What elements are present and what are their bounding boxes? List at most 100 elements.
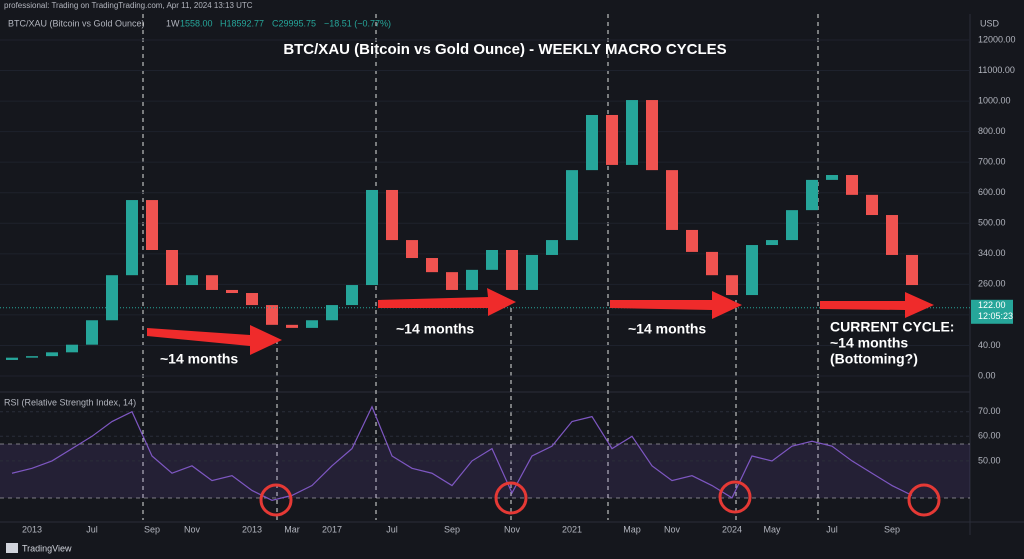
candle — [746, 245, 758, 296]
candle — [426, 258, 438, 273]
x-tick-label: Nov — [664, 524, 681, 534]
y-tick-label: 11000.00 — [978, 65, 1015, 75]
x-tick-label: Map — [623, 524, 641, 534]
candle — [346, 285, 358, 306]
candle — [66, 344, 78, 353]
candle — [406, 240, 418, 259]
chart-title: BTC/XAU (Bitcoin vs Gold Ounce) - WEEKLY… — [283, 41, 726, 58]
x-tick-label: Jul — [386, 524, 398, 534]
rsi-tick-label: 50.00 — [978, 455, 1001, 465]
candle — [706, 251, 718, 276]
y-tick-label: 700.00 — [978, 157, 1006, 167]
x-tick-label: 2021 — [562, 524, 582, 534]
x-tick-label: 2013 — [242, 524, 262, 534]
candle — [586, 114, 598, 171]
x-tick-label: Sep — [144, 524, 160, 534]
y-tick-label: 40.00 — [978, 340, 1001, 350]
candle — [626, 100, 638, 165]
y-tick-label: 260.00 — [978, 279, 1006, 289]
y-tick-label: 12000.00 — [978, 34, 1016, 44]
x-tick-label: Nov — [504, 524, 521, 534]
rsi-tick-label: 70.00 — [978, 406, 1001, 416]
candle — [246, 293, 258, 306]
candle — [26, 356, 38, 358]
candle — [786, 210, 798, 241]
price-tag: 122.00 — [978, 300, 1006, 310]
candle — [766, 240, 778, 246]
circle — [494, 481, 528, 515]
arrow — [378, 288, 516, 316]
candle — [646, 100, 658, 171]
candle — [446, 272, 458, 290]
arrow — [820, 292, 934, 318]
brand: TradingView — [22, 543, 72, 553]
circle — [259, 483, 293, 517]
x-tick-label: 2024 — [722, 524, 742, 534]
countdown: 12:05:23 — [978, 311, 1013, 321]
candle — [806, 179, 818, 211]
rsi-title: RSI (Relative Strength Index, 14) — [4, 397, 136, 407]
candle — [846, 175, 858, 195]
x-tick-label: 2017 — [322, 524, 342, 534]
candle — [86, 320, 98, 345]
y-tick-label: 800.00 — [978, 126, 1006, 136]
annotation: ~14 months — [396, 321, 474, 337]
marks: 0.0040.0080.00260.00340.00500.00600.0070… — [0, 34, 1016, 534]
candle — [126, 200, 138, 276]
candle — [366, 189, 378, 286]
candle — [866, 194, 878, 216]
candle — [826, 175, 838, 180]
x-tick-label: Sep — [444, 524, 460, 534]
candle — [266, 305, 278, 325]
arrow — [610, 291, 742, 319]
candle — [306, 320, 318, 328]
candle — [286, 324, 298, 328]
cycle-lines — [142, 14, 819, 520]
x-tick-label: Nov — [184, 524, 201, 534]
legend: BTC/XAU (Bitcoin vs Gold Ounce) 1W 1558.… — [8, 18, 391, 28]
x-tick-label: Jul — [86, 524, 98, 534]
rsi-line — [11, 405, 913, 501]
candle — [606, 114, 618, 165]
annotation: ~14 months — [160, 351, 238, 367]
circle — [907, 483, 941, 517]
arrows — [147, 288, 934, 355]
candle — [686, 229, 698, 252]
candle — [566, 170, 578, 241]
candle — [486, 250, 498, 270]
candle — [46, 352, 58, 357]
candle — [526, 254, 538, 290]
legend-value: H18592.77 — [220, 18, 264, 28]
annotation: (Bottoming?) — [830, 351, 918, 367]
x-tick-label: Sep — [884, 524, 900, 534]
candle — [546, 240, 558, 255]
annotation: ~14 months — [830, 335, 908, 351]
candle — [666, 170, 678, 230]
price-tag-box — [971, 299, 1013, 324]
candle — [326, 305, 338, 321]
annotation: ~14 months — [628, 321, 706, 337]
annotation: CURRENT CYCLE: — [830, 319, 954, 335]
legend-interval: 1W — [166, 18, 180, 28]
candle — [466, 269, 478, 290]
x-tick-label: Jul — [826, 524, 838, 534]
candle — [226, 289, 238, 294]
y-tick-label: 340.00 — [978, 248, 1006, 258]
candle — [886, 215, 898, 255]
circle — [718, 480, 752, 514]
header: professional: Trading on TradingTrading.… — [4, 1, 253, 10]
y-tick-label: 500.00 — [978, 218, 1006, 228]
rsi-band — [0, 444, 970, 498]
candle — [506, 250, 518, 290]
y-tick-label: 600.00 — [978, 187, 1006, 197]
legend-value: C29995.75 — [272, 18, 316, 28]
x-tick-label: 2013 — [22, 524, 42, 534]
y-tick-label: 0.00 — [978, 370, 996, 380]
bottom-circles — [259, 480, 941, 517]
candle — [106, 275, 118, 321]
legend-change: −18.51 (−0.77%) — [324, 18, 391, 28]
x-tick-label: Mar — [284, 524, 300, 534]
candle — [6, 357, 18, 360]
candle — [726, 275, 738, 296]
